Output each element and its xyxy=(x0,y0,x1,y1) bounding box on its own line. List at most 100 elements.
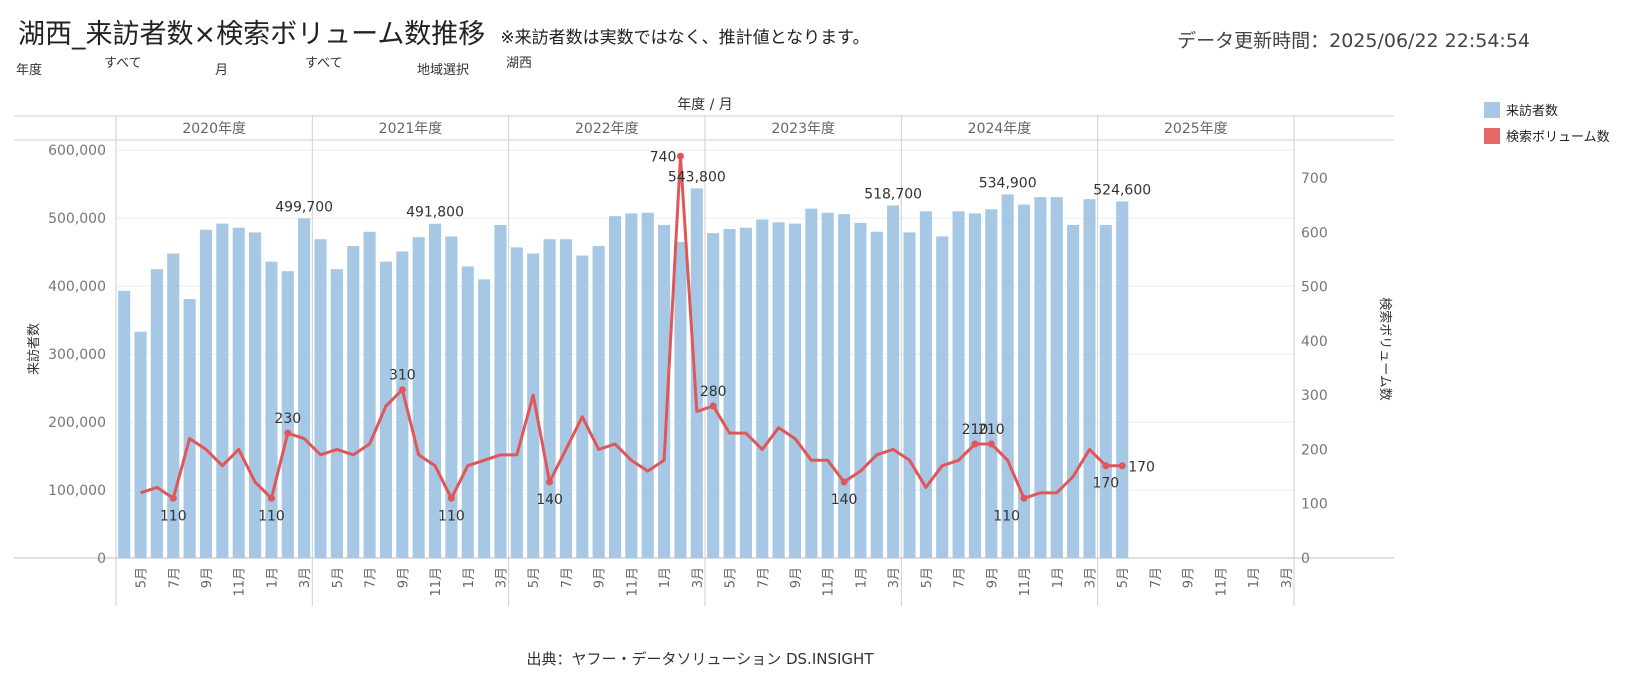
line-data-label: 210 xyxy=(978,422,1005,438)
filter-value-region[interactable]: 湖西 xyxy=(506,56,533,71)
month-tick-label: 3月 xyxy=(1280,567,1295,588)
line-marker xyxy=(676,152,684,160)
legend-swatch-visitors xyxy=(1484,101,1500,118)
line-data-label: 110 xyxy=(258,508,285,524)
y2-tick-label: 100 xyxy=(1301,497,1328,513)
bar-visitors xyxy=(298,218,311,558)
month-tick-label: 9月 xyxy=(200,567,215,588)
month-tick-label: 7月 xyxy=(364,567,379,588)
legend: 来訪者数 検索ボリューム数 xyxy=(1484,100,1610,152)
y2-tick-label: 700 xyxy=(1301,171,1328,187)
bar-visitors xyxy=(445,236,458,558)
bar-data-label: 491,800 xyxy=(406,205,464,221)
line-data-label: 210 xyxy=(962,422,989,438)
month-tick-label: 11月 xyxy=(1214,567,1229,597)
bar-visitors xyxy=(707,233,720,558)
month-tick-label: 1月 xyxy=(854,567,869,588)
line-marker xyxy=(1102,462,1110,470)
month-tick-label: 9月 xyxy=(985,567,1000,588)
bar-visitors xyxy=(952,211,965,559)
year-header: 2020年度 xyxy=(182,121,246,137)
month-tick-label: 11月 xyxy=(429,567,444,597)
bar-data-label: 524,600 xyxy=(1093,182,1151,198)
legend-label-search-volume: 検索ボリューム数 xyxy=(1506,130,1610,145)
month-tick-label: 7月 xyxy=(167,567,182,588)
bar-visitors xyxy=(134,331,147,558)
month-tick-label: 5月 xyxy=(135,567,150,588)
line-marker xyxy=(169,494,177,502)
bar-visitors xyxy=(1034,197,1047,558)
bar-visitors xyxy=(625,213,638,558)
line-marker xyxy=(1118,462,1126,470)
filter-label-month: 月 xyxy=(215,63,229,78)
year-header: 2021年度 xyxy=(379,121,443,137)
bar-visitors xyxy=(396,251,409,558)
bar-visitors xyxy=(543,239,556,558)
bar-visitors xyxy=(183,299,196,558)
line-marker xyxy=(840,478,848,486)
bar-visitors xyxy=(919,211,932,559)
y-tick-label: 0 xyxy=(97,551,106,567)
month-tick-label: 1月 xyxy=(1051,567,1066,588)
bar-visitors xyxy=(1083,199,1096,558)
month-tick-label: 5月 xyxy=(527,567,542,588)
month-tick-label: 5月 xyxy=(724,567,739,588)
line-search-volume xyxy=(140,154,1123,500)
month-tick-label: 9月 xyxy=(593,567,608,588)
bar-visitors xyxy=(559,239,572,558)
bar-visitors xyxy=(494,224,507,558)
bar-visitors xyxy=(756,219,769,558)
bar-visitors xyxy=(838,214,851,559)
bar-visitors xyxy=(510,247,523,558)
y-tick-label: 400,000 xyxy=(48,279,106,295)
bar-data-label: 534,900 xyxy=(979,175,1037,191)
bar-visitors xyxy=(1001,194,1014,558)
line-marker xyxy=(971,440,979,448)
bar-visitors xyxy=(363,231,376,558)
y-tick-label: 300,000 xyxy=(48,347,106,363)
bar-visitors xyxy=(870,231,883,558)
bar-visitors xyxy=(1050,197,1063,558)
bar-visitors xyxy=(118,290,131,558)
line-data-label: 170 xyxy=(1092,476,1119,492)
line-data-label: 110 xyxy=(993,508,1020,524)
bar-visitors xyxy=(379,261,393,558)
month-tick-label: 3月 xyxy=(494,567,509,588)
month-tick-label: 3月 xyxy=(1083,567,1098,588)
line-data-label: 740 xyxy=(650,149,677,165)
bar-visitors xyxy=(1017,204,1031,559)
source-credit: 出典：ヤフー・データソリューション DS.INSIGHT xyxy=(526,650,874,668)
bar-visitors xyxy=(674,241,687,558)
bar-visitors xyxy=(658,224,671,558)
y2-tick-label: 300 xyxy=(1301,388,1328,404)
bar-visitors xyxy=(641,212,654,558)
estimate-note: ※来訪者数は実数ではなく、推計値となります。 xyxy=(500,28,870,48)
year-header: 2022年度 xyxy=(575,121,639,137)
bar-visitors xyxy=(527,253,540,559)
y2-tick-label: 0 xyxy=(1301,551,1310,567)
bar-visitors xyxy=(887,205,900,558)
line-data-label: 140 xyxy=(536,492,563,508)
bar-visitors xyxy=(936,236,949,558)
month-tick-label: 7月 xyxy=(953,567,968,588)
x-header-label: 年度 / 月 xyxy=(677,97,733,113)
page-title: 湖西_来訪者数×検索ボリューム数推移 xyxy=(18,19,486,50)
y-tick-label: 600,000 xyxy=(48,143,106,159)
line-marker xyxy=(709,402,717,410)
filter-value-year[interactable]: すべて xyxy=(104,56,142,71)
legend-item-search-volume[interactable]: 検索ボリューム数 xyxy=(1484,126,1610,145)
bar-visitors xyxy=(805,208,818,558)
line-data-label: 110 xyxy=(160,508,187,524)
month-tick-label: 7月 xyxy=(1149,567,1164,588)
legend-item-visitors[interactable]: 来訪者数 xyxy=(1484,100,1610,119)
month-tick-label: 11月 xyxy=(625,567,640,597)
data-updated-time: データ更新時間：2025/06/22 22:54:54 xyxy=(1177,30,1530,52)
bar-visitors xyxy=(608,216,622,558)
year-header: 2024年度 xyxy=(968,121,1032,137)
month-tick-label: 3月 xyxy=(887,567,902,588)
bar-data-label: 518,700 xyxy=(864,186,922,202)
bar-visitors xyxy=(1099,224,1112,558)
bar-visitors xyxy=(412,237,425,559)
filter-value-month[interactable]: すべて xyxy=(305,56,343,71)
month-tick-label: 5月 xyxy=(331,567,346,588)
